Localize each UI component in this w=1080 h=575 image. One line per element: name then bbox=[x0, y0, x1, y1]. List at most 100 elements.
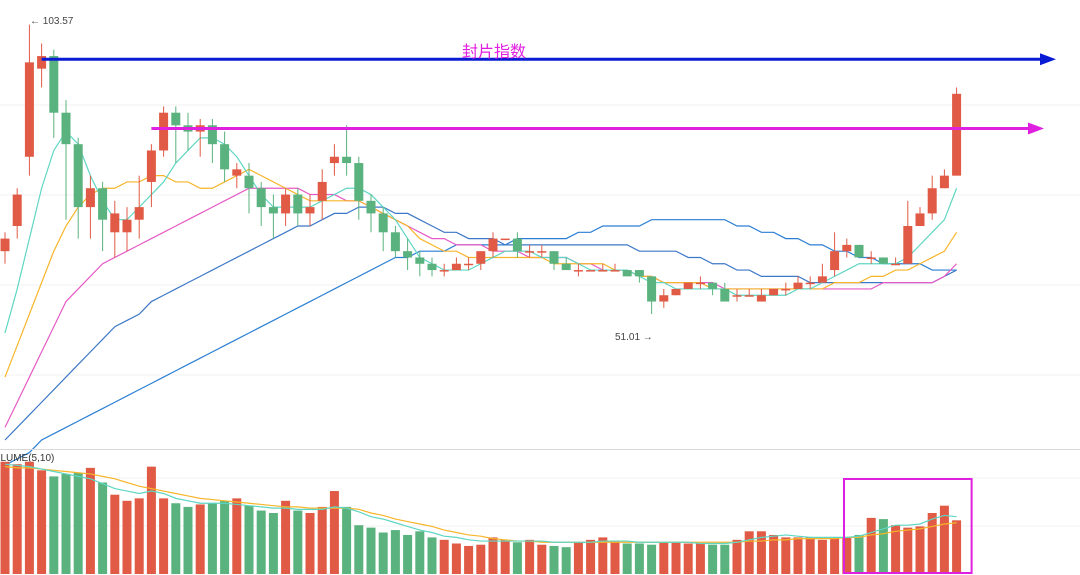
volume-bar bbox=[952, 520, 962, 574]
volume-bar bbox=[769, 534, 779, 574]
volume-bar bbox=[73, 472, 83, 574]
volume-bar bbox=[598, 537, 608, 574]
candle bbox=[61, 100, 71, 220]
candle bbox=[720, 282, 730, 302]
volume-bar bbox=[171, 503, 181, 574]
volume-bar bbox=[793, 537, 803, 574]
candle bbox=[549, 251, 559, 271]
volume-bar bbox=[744, 531, 754, 574]
candle bbox=[732, 288, 742, 302]
volume-bar bbox=[537, 544, 547, 574]
candle bbox=[0, 232, 10, 264]
reference-arrows bbox=[41, 53, 1056, 135]
volume-bar bbox=[525, 539, 535, 574]
candle bbox=[98, 181, 108, 252]
candle bbox=[744, 288, 754, 297]
candle bbox=[329, 144, 339, 176]
ma20-line bbox=[4, 187, 958, 428]
candle bbox=[952, 87, 962, 176]
candle bbox=[244, 163, 254, 214]
candle bbox=[817, 263, 827, 283]
volume-bar bbox=[305, 513, 315, 574]
volume-bar bbox=[366, 527, 376, 574]
candle bbox=[610, 263, 620, 272]
volume-bar bbox=[500, 539, 510, 574]
candle bbox=[891, 257, 901, 266]
candle bbox=[878, 257, 888, 264]
volume-bar bbox=[464, 545, 474, 574]
candle bbox=[793, 276, 803, 289]
candle bbox=[854, 244, 864, 258]
volume-bar bbox=[866, 517, 876, 574]
candle bbox=[769, 288, 779, 296]
volume-bar bbox=[85, 467, 95, 574]
volume-bar bbox=[488, 537, 498, 574]
volume-bar bbox=[329, 491, 339, 574]
candle bbox=[683, 282, 693, 289]
volume-bar bbox=[390, 530, 400, 574]
candle bbox=[427, 257, 437, 277]
candle bbox=[146, 144, 156, 208]
volume-bar bbox=[427, 537, 437, 574]
volume-bar bbox=[37, 470, 47, 574]
candlesticks bbox=[0, 24, 962, 315]
volume-bar bbox=[720, 544, 730, 574]
volume-bar bbox=[586, 539, 596, 574]
main-grid bbox=[0, 104, 1080, 376]
volume-bar bbox=[232, 498, 242, 574]
candle bbox=[403, 238, 413, 271]
volume-bar bbox=[207, 503, 217, 574]
volume-bar bbox=[61, 473, 71, 574]
volume-bar bbox=[134, 498, 144, 574]
candle bbox=[756, 288, 766, 302]
volume-bar bbox=[927, 513, 937, 574]
volume-bar bbox=[659, 542, 669, 574]
ma30-line bbox=[4, 206, 957, 441]
candle bbox=[317, 169, 327, 220]
volume-bar bbox=[317, 506, 327, 574]
volume-bar bbox=[634, 543, 644, 574]
candle bbox=[159, 106, 169, 157]
volume-bar bbox=[159, 498, 169, 574]
candle bbox=[866, 251, 876, 264]
candle bbox=[171, 106, 181, 164]
candle bbox=[659, 288, 669, 308]
low-price-label: 51.01 → bbox=[615, 332, 653, 343]
candle bbox=[476, 251, 486, 271]
candle bbox=[73, 137, 83, 239]
candle bbox=[281, 188, 291, 226]
volume-bar bbox=[256, 510, 266, 574]
volume-bar bbox=[146, 466, 156, 574]
candle bbox=[598, 263, 608, 272]
volume-bar bbox=[403, 534, 413, 574]
volume-bar bbox=[854, 534, 864, 574]
ma10-line bbox=[4, 168, 958, 378]
volume-bar bbox=[683, 543, 693, 574]
candle bbox=[695, 276, 705, 289]
volume-bar bbox=[891, 525, 901, 574]
volume-bar bbox=[342, 506, 352, 574]
volume-bar bbox=[281, 500, 291, 574]
volume-ma-lines bbox=[4, 463, 957, 545]
candle bbox=[537, 244, 547, 258]
volume-bar bbox=[110, 494, 120, 574]
candle bbox=[525, 244, 535, 258]
candle bbox=[256, 181, 266, 226]
blue-arrow-head bbox=[1040, 53, 1056, 66]
volume-bar bbox=[439, 539, 449, 574]
volume-title: VOLUME(5,10) bbox=[0, 453, 54, 464]
candle bbox=[342, 125, 352, 176]
volume-bar bbox=[830, 537, 840, 574]
candle bbox=[842, 238, 852, 258]
volume-bar bbox=[610, 541, 620, 574]
volume-bars bbox=[0, 461, 962, 574]
volume-bar bbox=[561, 547, 571, 574]
volume-bar bbox=[939, 505, 949, 574]
volume-bar bbox=[98, 482, 108, 574]
candle bbox=[232, 163, 242, 189]
candle bbox=[305, 194, 315, 226]
volume-bar bbox=[122, 500, 132, 574]
volume-bar bbox=[708, 544, 718, 574]
volume-bar bbox=[671, 542, 681, 574]
volume-bar bbox=[354, 525, 364, 574]
